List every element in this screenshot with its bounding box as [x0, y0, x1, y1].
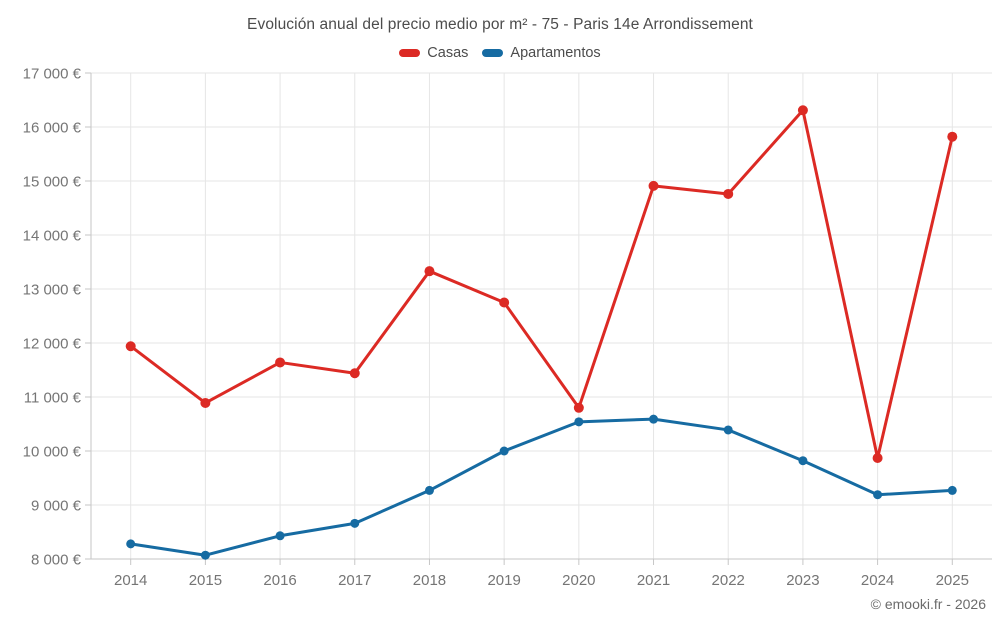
y-tick-label: 15 000 € — [23, 173, 82, 190]
y-tick-label: 14 000 € — [23, 227, 82, 244]
data-point-casas-2023[interactable] — [797, 105, 808, 116]
series-line-apartamentos — [129, 417, 954, 557]
data-point-apartamentos-2015[interactable] — [200, 550, 210, 560]
data-point-apartamentos-2016[interactable] — [275, 531, 285, 541]
chart-title: Evolución anual del precio medio por m² … — [247, 16, 753, 33]
data-point-apartamentos-2020[interactable] — [574, 417, 584, 427]
series-line-casas — [129, 108, 954, 460]
x-tick-label: 2016 — [263, 572, 296, 589]
data-point-apartamentos-2025[interactable] — [947, 485, 957, 495]
x-tick-label: 2024 — [861, 572, 894, 589]
data-point-casas-2021[interactable] — [648, 180, 659, 191]
x-tick-label: 2021 — [637, 572, 670, 589]
y-tick-label: 12 000 € — [23, 335, 82, 352]
data-point-apartamentos-2021[interactable] — [649, 414, 659, 424]
data-point-casas-2019[interactable] — [499, 297, 510, 308]
legend-swatch-icon — [482, 49, 504, 57]
data-point-casas-2018[interactable] — [424, 266, 435, 277]
y-tick-label: 16 000 € — [23, 119, 82, 136]
data-point-casas-2025[interactable] — [947, 131, 958, 142]
x-tick-label: 2019 — [487, 572, 520, 589]
x-tick-label: 2017 — [338, 572, 371, 589]
x-tick-label: 2018 — [413, 572, 446, 589]
y-tick-label: 8 000 € — [31, 551, 82, 568]
x-tick-label: 2023 — [786, 572, 819, 589]
y-tick-label: 17 000 € — [23, 65, 82, 82]
legend-label: Casas — [427, 45, 469, 61]
data-point-casas-2016[interactable] — [275, 357, 286, 368]
chart-legend: Casas Apartamentos — [0, 45, 1000, 61]
x-tick-label: 2022 — [712, 572, 745, 589]
x-tick-label: 2014 — [114, 572, 147, 589]
data-point-casas-2022[interactable] — [723, 188, 734, 199]
legend-item-casas[interactable]: Casas — [399, 45, 468, 61]
data-point-apartamentos-2018[interactable] — [424, 485, 434, 495]
copyright-text: © emooki.fr - 2026 — [870, 596, 986, 612]
x-tick-label: 2020 — [562, 572, 595, 589]
data-point-apartamentos-2019[interactable] — [499, 446, 509, 456]
data-point-casas-2024[interactable] — [872, 453, 883, 464]
data-point-casas-2014[interactable] — [125, 341, 136, 352]
data-point-apartamentos-2014[interactable] — [126, 539, 136, 549]
legend-label: Apartamentos — [510, 45, 601, 61]
data-point-casas-2017[interactable] — [349, 368, 360, 379]
data-point-apartamentos-2022[interactable] — [723, 425, 733, 435]
legend-item-apartamentos[interactable]: Apartamentos — [482, 45, 601, 61]
x-tick-label: 2015 — [189, 572, 222, 589]
y-tick-label: 9 000 € — [31, 497, 82, 514]
x-tick-label: 2025 — [936, 572, 969, 589]
y-tick-label: 10 000 € — [23, 443, 82, 460]
data-point-casas-2015[interactable] — [200, 397, 211, 408]
data-point-apartamentos-2023[interactable] — [798, 456, 808, 466]
y-tick-label: 11 000 € — [24, 389, 82, 406]
data-point-apartamentos-2024[interactable] — [873, 490, 883, 500]
y-tick-label: 13 000 € — [23, 281, 82, 298]
data-point-casas-2020[interactable] — [573, 402, 584, 413]
legend-swatch-icon — [399, 49, 421, 57]
data-point-apartamentos-2017[interactable] — [350, 518, 360, 528]
